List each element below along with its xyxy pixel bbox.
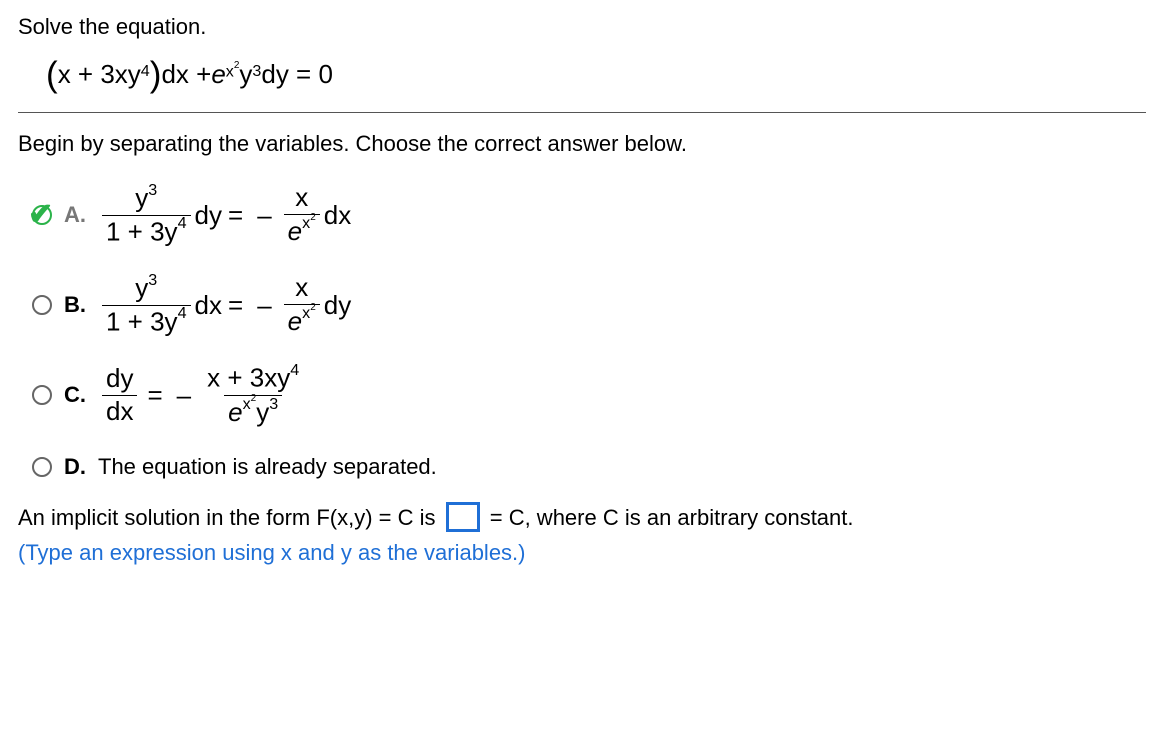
eq-dx: dx + xyxy=(161,59,211,90)
eq-e-exp-x: x xyxy=(226,62,234,80)
option-c[interactable]: C. dy dx = – x + 3xy4 ex2y3 xyxy=(32,363,1146,427)
radio-d-wrap xyxy=(32,457,64,477)
eq-e: e xyxy=(211,59,225,90)
checkmark-icon: ✔ xyxy=(28,197,53,232)
option-a[interactable]: ✔ A. y3 1 + 3y4 dy = – x ex2 dx xyxy=(32,183,1146,247)
answer-pre: An implicit solution in the form F(x,y) … xyxy=(18,505,442,530)
eq-tail: dy = 0 xyxy=(261,59,333,90)
radio-b-wrap xyxy=(32,295,64,315)
eq-inner: x + 3xy xyxy=(58,59,141,90)
lparen: ( xyxy=(46,55,58,95)
radio-a[interactable]: ✔ xyxy=(32,205,52,225)
option-c-label: C. xyxy=(64,382,98,408)
eq-y: y xyxy=(239,59,252,90)
option-b[interactable]: B. y3 1 + 3y4 dx = – x ex2 dy xyxy=(32,273,1146,337)
eq-y-exp: 3 xyxy=(252,62,261,81)
option-d[interactable]: D. The equation is already separated. xyxy=(32,454,1146,480)
answer-input[interactable] xyxy=(446,502,480,532)
answer-post: = C, where C is an arbitrary constant. xyxy=(484,505,854,530)
option-b-content: y3 1 + 3y4 dx = – x ex2 dy xyxy=(98,273,351,337)
options-group: ✔ A. y3 1 + 3y4 dy = – x ex2 dx B. y3 xyxy=(32,183,1146,480)
option-d-label: D. xyxy=(64,454,98,480)
radio-d[interactable] xyxy=(32,457,52,477)
rparen: ) xyxy=(150,55,162,95)
answer-hint: (Type an expression using x and y as the… xyxy=(18,540,526,565)
radio-c[interactable] xyxy=(32,385,52,405)
option-d-content: The equation is already separated. xyxy=(98,454,437,480)
radio-b[interactable] xyxy=(32,295,52,315)
eq-e-exp-2: 2 xyxy=(234,60,240,71)
option-c-content: dy dx = – x + 3xy4 ex2y3 xyxy=(98,363,307,427)
option-a-content: y3 1 + 3y4 dy = – x ex2 dx xyxy=(98,183,351,247)
sub-prompt: Begin by separating the variables. Choos… xyxy=(18,131,1146,157)
answer-line: An implicit solution in the form F(x,y) … xyxy=(18,500,1146,570)
main-equation: (x + 3xy4) dx + ex2y3dy = 0 xyxy=(46,54,1146,94)
radio-a-wrap: ✔ xyxy=(32,205,64,225)
problem-prompt: Solve the equation. xyxy=(18,14,1146,40)
option-b-label: B. xyxy=(64,292,98,318)
option-a-label: A. xyxy=(64,202,98,228)
divider xyxy=(18,112,1146,113)
radio-c-wrap xyxy=(32,385,64,405)
eq-exp1: 4 xyxy=(141,62,150,81)
